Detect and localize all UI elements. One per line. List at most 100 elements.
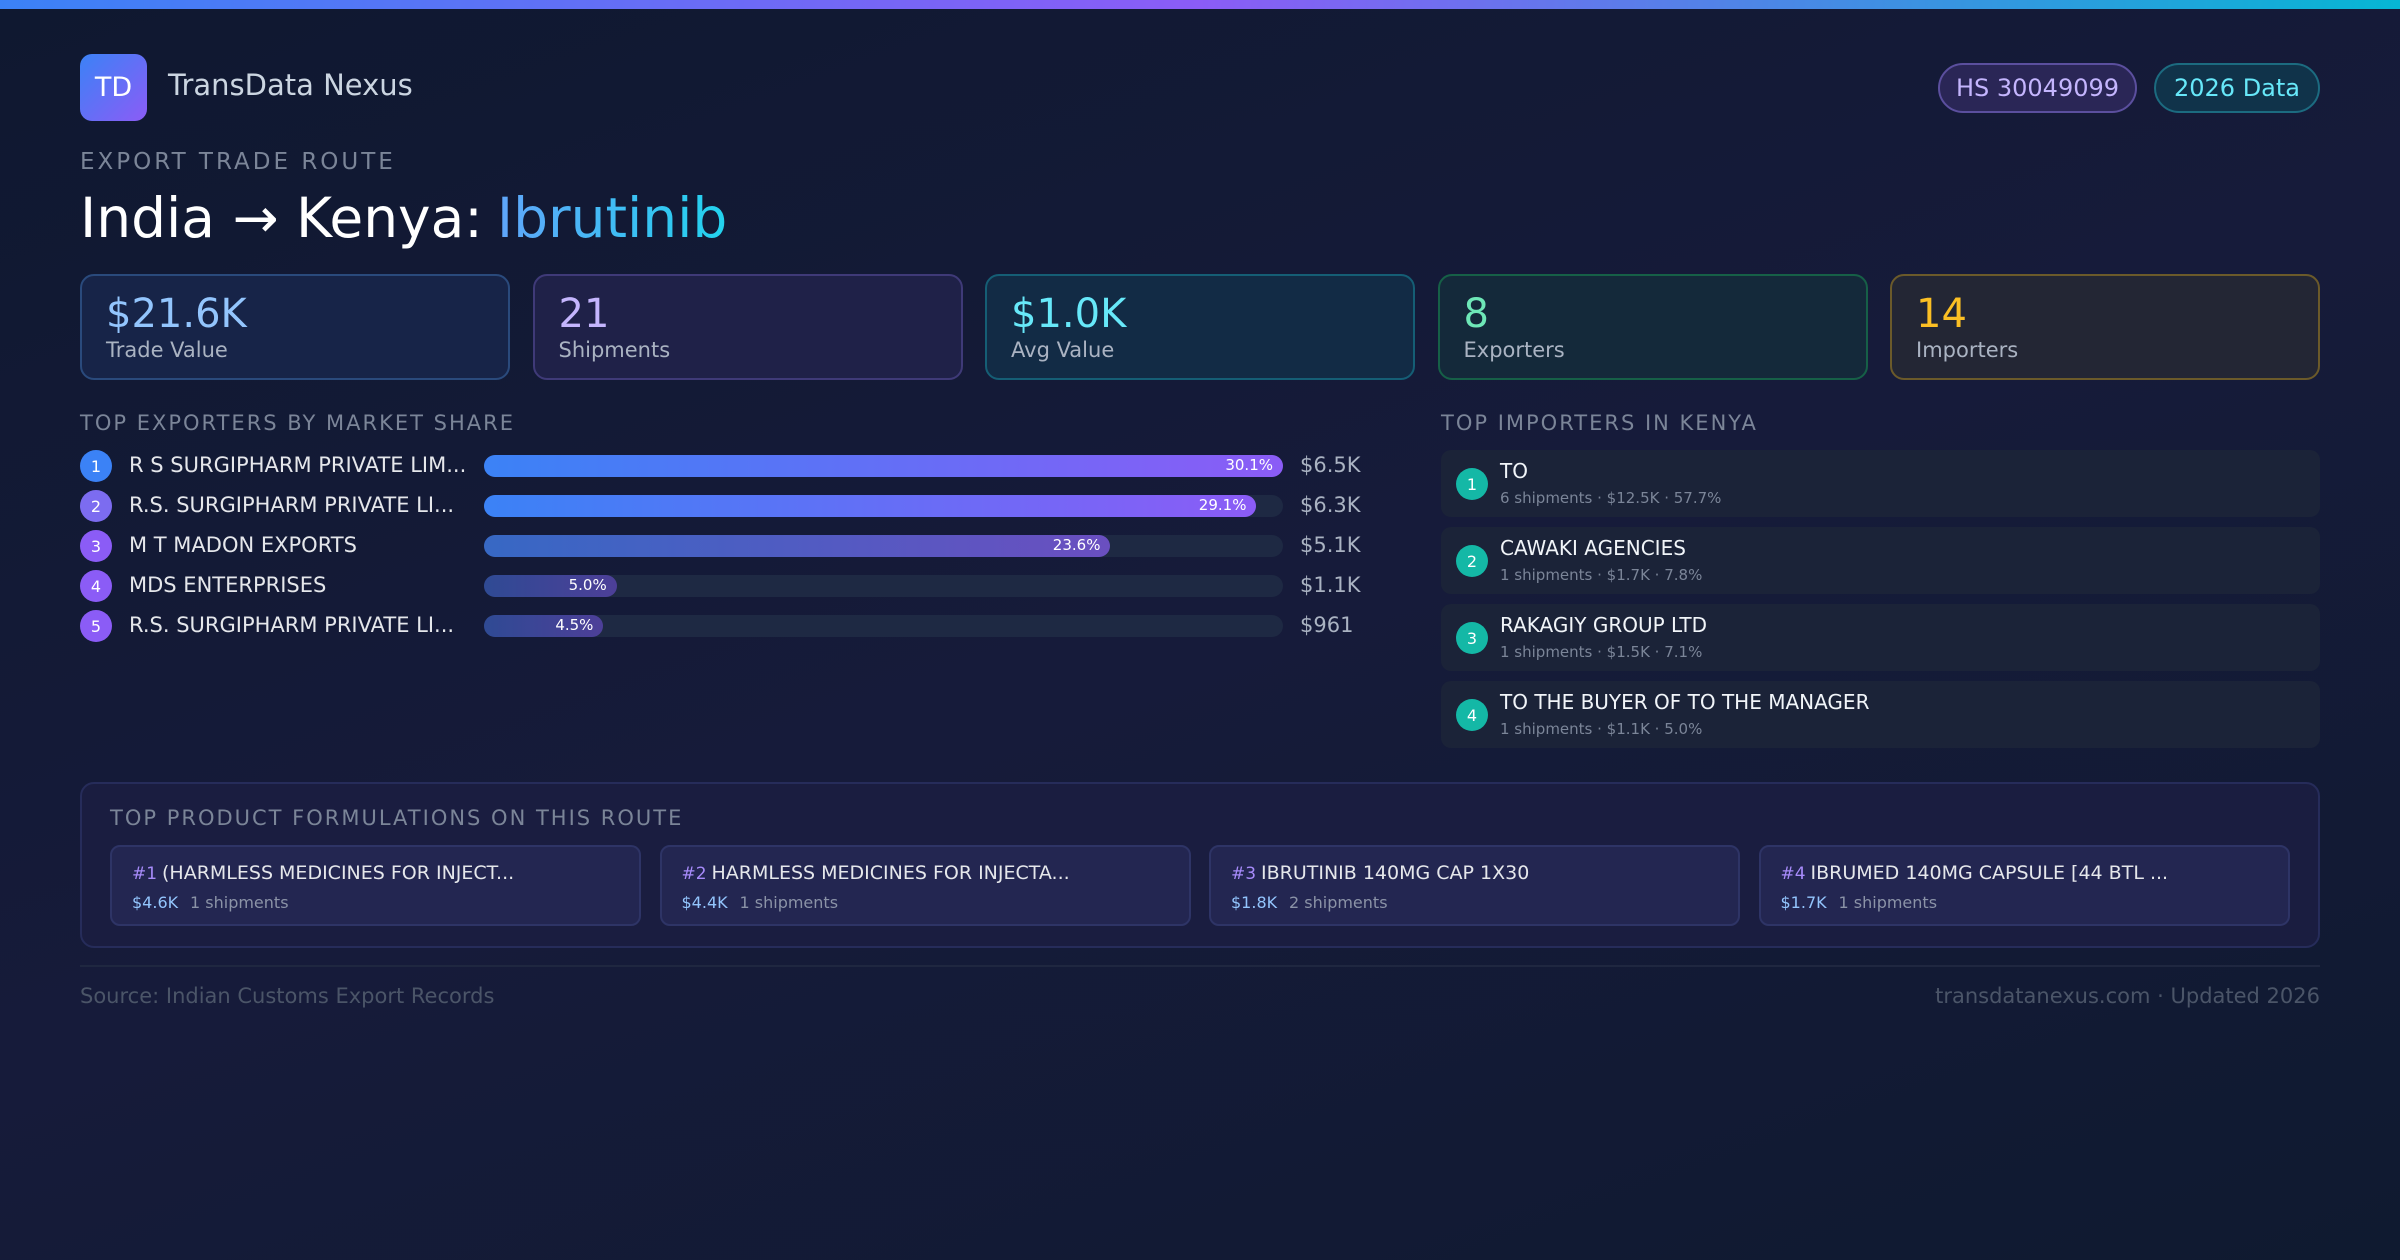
kpi-card: $1.0K Avg Value: [985, 274, 1415, 380]
kpi-label: Importers: [1916, 338, 2019, 362]
share-label: 29.1%: [1198, 496, 1247, 514]
kpi-card: 14 Importers: [1890, 274, 2320, 380]
formulation-value: $1.8K: [1231, 893, 1278, 912]
importer-details: 1 shipments · $1.5K · 7.1%: [1500, 643, 1703, 661]
rank-badge: 3: [1456, 622, 1488, 654]
formulation-card[interactable]: #4 IBRUMED 140MG CAPSULE [44 BTL ... $1.7K…: [1758, 845, 2290, 926]
eyebrow: EXPORT TRADE ROUTE: [80, 149, 396, 175]
exporter-value: $6.5K: [1300, 453, 1361, 477]
formulation-card[interactable]: #1 (HARMLESS MEDICINES FOR INJECT... $4.6K…: [110, 845, 641, 926]
importer-name: RAKAGIY GROUP LTD: [1500, 613, 1708, 637]
importer-card[interactable]: 4 TO THE BUYER OF TO THE MANAGER 1 shipmen…: [1441, 681, 2320, 748]
badge[interactable]: 2026 Data: [2154, 63, 2320, 113]
bar-track: 30.1%: [484, 455, 1283, 477]
rank-badge: 1: [80, 450, 112, 482]
kpi-value: 14: [1916, 291, 1967, 337]
exporter-name: R S SURGIPHARM PRIVATE LIM...: [129, 453, 467, 477]
kpi-value: 21: [558, 291, 610, 337]
section-heading: TOP EXPORTERS BY MARKET SHARE: [80, 411, 516, 435]
formulation-card[interactable]: #2 HARMLESS MEDICINES FOR INJECTA... $4.4K…: [659, 845, 1191, 926]
share-label: 5.0%: [568, 576, 607, 594]
kpi-label: Trade Value: [106, 338, 228, 362]
formulation-shipments: 1 shipments: [739, 893, 839, 912]
kpi-label: Exporters: [1463, 338, 1565, 362]
accent-bar: [0, 0, 2400, 9]
importer-details: 1 shipments · $1.1K · 5.0%: [1500, 720, 1703, 738]
kpi-value: $1.0K: [1011, 291, 1127, 337]
exporter-name: M T MADON EXPORTS: [129, 533, 357, 557]
divider: [80, 965, 2320, 967]
importer-details: 6 shipments · $12.5K · 57.7%: [1500, 489, 1722, 507]
exporter-value: $1.1K: [1300, 573, 1361, 597]
badge[interactable]: HS 30049099: [1938, 63, 2137, 113]
exporter-value: $5.1K: [1300, 533, 1361, 557]
exporter-row[interactable]: 1 R S SURGIPHARM PRIVATE LIM... 30.1% $6.5K: [80, 450, 1400, 482]
rank-badge: 3: [80, 530, 112, 562]
formulation-name: IBRUTINIB 140MG CAP 1X30: [1261, 862, 1530, 884]
rank-badge: 2: [80, 490, 112, 522]
formulation-shipments: 1 shipments: [190, 893, 289, 912]
footer-site: transdatanexus.com · Updated 2026: [1935, 984, 2320, 1008]
share-bar: 4.5%: [484, 615, 604, 637]
share-label: 23.6%: [1052, 536, 1101, 554]
share-label: 30.1%: [1225, 456, 1273, 474]
exporter-name: R.S. SURGIPHARM PRIVATE LI...: [129, 613, 455, 637]
formulation-shipments: 2 shipments: [1289, 893, 1388, 912]
formulation-shipments: 1 shipments: [1838, 893, 1938, 912]
rank-badge: 4: [1456, 699, 1488, 731]
formulation-card[interactable]: #3 IBRUTINIB 140MG CAP 1X30 $1.8K 2 shipmen…: [1209, 845, 1740, 926]
exporter-value: $6.3K: [1300, 493, 1361, 517]
formulation-rank: #4: [1780, 864, 1806, 884]
kpi-value: 8: [1463, 291, 1489, 337]
importer-card[interactable]: 2 CAWAKI AGENCIES 1 shipments · $1.7K · 7.…: [1441, 527, 2320, 594]
bar-track: 29.1%: [484, 495, 1283, 517]
kpi-value: $21.6K: [106, 291, 247, 337]
formulation-rank: #3: [1231, 864, 1257, 884]
exporter-row[interactable]: 4 MDS ENTERPRISES 5.0% $1.1K: [80, 570, 1400, 602]
importer-name: TO THE BUYER OF TO THE MANAGER: [1500, 690, 1870, 714]
kpi-label: Avg Value: [1011, 338, 1115, 362]
kpi-card: $21.6K Trade Value: [80, 274, 510, 380]
kpi-card: 8 Exporters: [1437, 274, 1868, 380]
formulation-value: $4.4K: [681, 893, 728, 912]
rank-badge: 5: [80, 610, 112, 642]
formulation-value: $1.7K: [1780, 893, 1827, 912]
importer-card[interactable]: 1 TO 6 shipments · $12.5K · 57.7%: [1441, 450, 2320, 517]
formulation-value: $4.6K: [132, 893, 179, 912]
formulation-rank: #2: [681, 864, 707, 884]
importer-name: TO: [1500, 459, 1528, 483]
exporter-row[interactable]: 5 R.S. SURGIPHARM PRIVATE LI... 4.5% $961: [80, 610, 1400, 642]
formulation-rank: #1: [132, 864, 158, 884]
exporter-value: $961: [1300, 613, 1354, 637]
importer-card[interactable]: 3 RAKAGIY GROUP LTD 1 shipments · $1.5K · …: [1441, 604, 2320, 671]
formulation-name: (HARMLESS MEDICINES FOR INJECT...: [162, 862, 515, 884]
bar-track: 23.6%: [484, 535, 1283, 557]
bar-track: 5.0%: [484, 575, 1283, 597]
exporter-row[interactable]: 3 M T MADON EXPORTS 23.6% $5.1K: [80, 530, 1400, 562]
rank-badge: 2: [1456, 545, 1488, 577]
exporter-row[interactable]: 2 R.S. SURGIPHARM PRIVATE LI... 29.1% $6.3K: [80, 490, 1400, 522]
section-heading: TOP PRODUCT FORMULATIONS ON THIS ROUTE: [110, 806, 684, 830]
importer-name: CAWAKI AGENCIES: [1500, 536, 1686, 560]
logo: TD: [80, 54, 147, 121]
exporter-name: MDS ENTERPRISES: [129, 573, 327, 597]
share-bar: 23.6%: [484, 535, 1111, 557]
rank-badge: 4: [80, 570, 112, 602]
brand: TransData Nexus: [168, 68, 413, 102]
share-bar: 30.1%: [484, 455, 1283, 477]
kpi-label: Shipments: [558, 338, 671, 362]
share-label: 4.5%: [555, 616, 594, 634]
footer-source: Source: Indian Customs Export Records: [80, 984, 495, 1008]
share-bar: 29.1%: [484, 495, 1257, 517]
kpi-card: 21 Shipments: [532, 274, 963, 380]
formulation-name: IBRUMED 140MG CAPSULE [44 BTL ...: [1810, 862, 2169, 884]
formulation-name: HARMLESS MEDICINES FOR INJECTA...: [711, 862, 1070, 884]
page-title: India → Kenya: Ibrutinib: [80, 186, 741, 250]
route-title: India → Kenya:: [80, 186, 483, 250]
exporter-name: R.S. SURGIPHARM PRIVATE LI...: [129, 493, 455, 517]
importer-details: 1 shipments · $1.7K · 7.8%: [1500, 566, 1703, 584]
bar-track: 4.5%: [484, 615, 1283, 637]
share-bar: 5.0%: [484, 575, 617, 597]
rank-badge: 1: [1456, 468, 1488, 500]
